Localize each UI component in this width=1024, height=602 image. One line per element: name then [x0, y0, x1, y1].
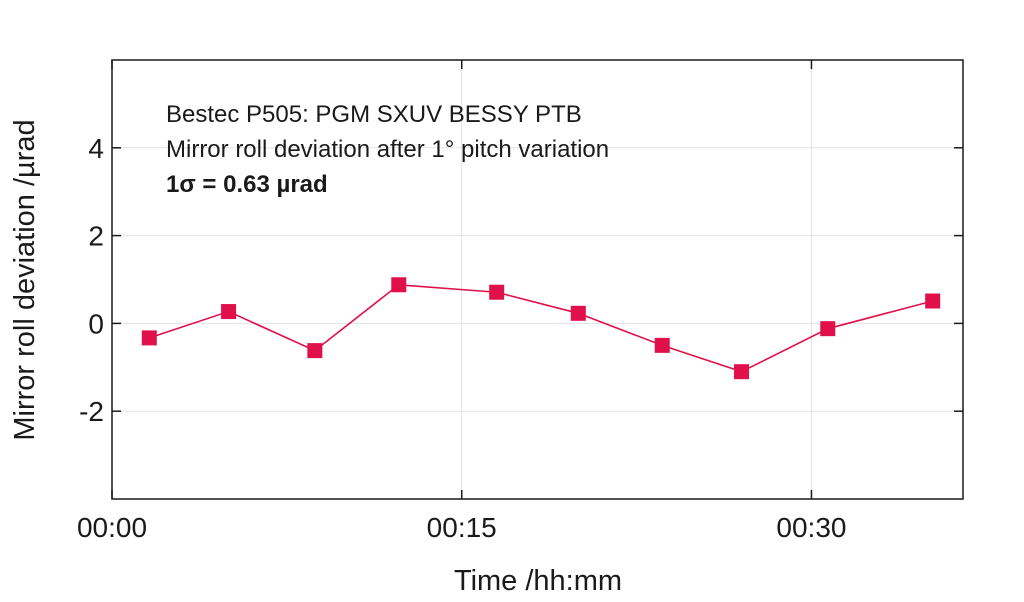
annotation-line-1: Bestec P505: PGM SXUV BESSY PTB	[166, 101, 582, 128]
y-tick-label: 0	[88, 308, 104, 339]
axis-ticks: 00:00 00:15 00:30 -2 0 2 4	[77, 60, 963, 543]
data-point-marker	[307, 343, 323, 359]
y-tick-label: 4	[88, 133, 104, 164]
x-tick-label: 00:15	[427, 512, 497, 543]
y-tick-label: -2	[79, 396, 104, 427]
x-tick-label: 00:30	[776, 512, 846, 543]
data-point-marker	[654, 337, 670, 353]
data-point-marker	[141, 330, 157, 346]
data-point-marker	[221, 304, 237, 320]
data-point-marker	[391, 277, 407, 293]
x-tick-label: 00:00	[77, 512, 147, 543]
y-tick-label: 2	[88, 221, 104, 252]
x-axis-title: Time /hh:mm	[454, 565, 622, 597]
data-point-marker	[734, 364, 750, 380]
data-point-marker	[820, 321, 836, 337]
series-line	[149, 283, 933, 373]
annotation-line-3: 1σ = 0.63 µrad	[166, 171, 328, 198]
data-point-marker	[570, 305, 586, 321]
plot-frame	[111, 59, 964, 500]
data-point-marker	[489, 284, 505, 300]
y-axis-title: Mirror roll deviation /µrad	[9, 119, 41, 440]
annotation-line-2: Mirror roll deviation after 1° pitch var…	[166, 136, 609, 163]
series-layer	[141, 277, 941, 380]
annotation-block: Bestec P505: PGM SXUV BESSY PTB Mirror r…	[166, 101, 609, 198]
data-point-marker	[925, 293, 941, 309]
